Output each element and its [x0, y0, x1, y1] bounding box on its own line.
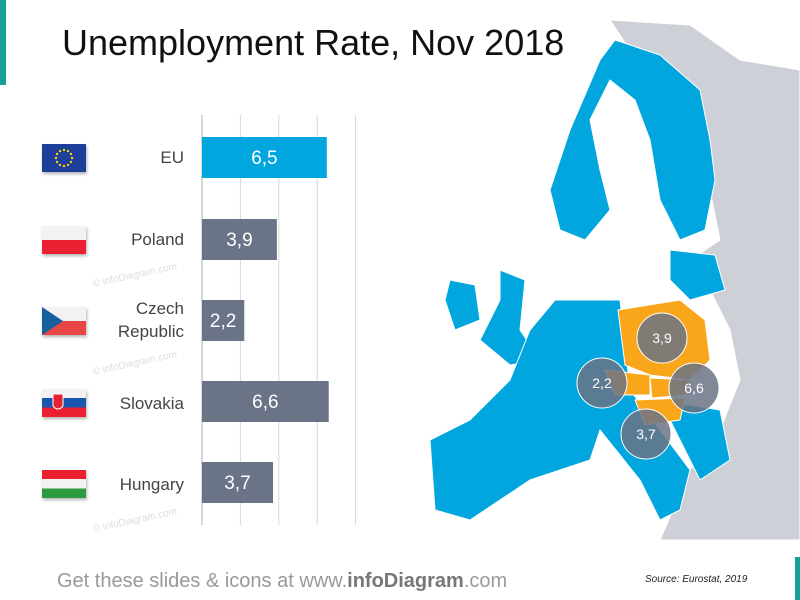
category-label: Czech Republic [117, 299, 184, 341]
footer-brand: infoDiagram [347, 570, 464, 592]
poland-flag [42, 226, 86, 254]
bar-value-label: 3,9 [226, 230, 252, 251]
eu-star-icon [66, 163, 70, 167]
eu-star-icon [58, 163, 62, 167]
eu-star-icon [62, 164, 66, 168]
bar-eu [202, 137, 327, 178]
page-title: Unemployment Rate, Nov 2018 [62, 22, 565, 63]
bar-poland [202, 219, 277, 260]
bar-value-label: 2,2 [210, 311, 236, 332]
source-note: Source: Eurostat, 2019 [645, 574, 748, 585]
bar-value-label: 3,7 [224, 473, 250, 494]
bar-slovakia [202, 381, 329, 422]
category-label: Poland [131, 230, 184, 249]
bar-chart: 6,5 3,9 2,2 6,6 3,7 [201, 115, 357, 525]
category-label: Slovakia [119, 394, 184, 413]
accent-bar [0, 0, 6, 85]
eu-star-icon [54, 156, 58, 160]
svg-text:2,2: 2,2 [592, 375, 612, 391]
eu-flag [42, 144, 86, 172]
map-bubble-hungary: 3,7 [620, 408, 672, 460]
eu-star-icon [58, 149, 62, 153]
category-label: Hungary [119, 475, 184, 494]
hungary-flag [42, 470, 86, 498]
svg-text:3,7: 3,7 [636, 426, 656, 442]
eu-star-icon [69, 152, 73, 156]
category-label: EU [160, 148, 184, 167]
svg-text:3,9: 3,9 [652, 330, 672, 346]
eu-star-icon [70, 156, 74, 160]
bar-value-label: 6,5 [251, 148, 277, 169]
svg-text:6,6: 6,6 [684, 380, 704, 396]
map-bubble-czech: 2,2 [576, 357, 628, 409]
czech-flag [42, 307, 86, 335]
footer-suffix: .com [463, 570, 508, 592]
eu-star-icon [69, 160, 73, 164]
footer-prefix: Get these slides & icons at www. [57, 570, 348, 592]
map-bubble-slovakia: 6,6 [668, 362, 720, 414]
map-bubble-poland: 3,9 [636, 312, 688, 364]
map-baltics [669, 249, 726, 301]
footer-promo[interactable]: Get these slides & icons at www.infoDiag… [57, 570, 507, 593]
eu-star-icon [55, 152, 59, 156]
map-ireland [444, 279, 481, 331]
eu-star-icon [55, 160, 59, 164]
bar-czech-republic [202, 300, 245, 341]
eu-star-icon [66, 149, 70, 153]
map-nordic [549, 39, 716, 241]
eu-star-icon [62, 148, 66, 152]
bar-hungary [202, 462, 274, 503]
accent-bar-bottom [795, 557, 800, 600]
bar-value-label: 6,6 [252, 392, 278, 413]
europe-map: 3,9 2,2 6,6 3,7 [429, 19, 800, 540]
slovakia-flag [42, 389, 86, 417]
